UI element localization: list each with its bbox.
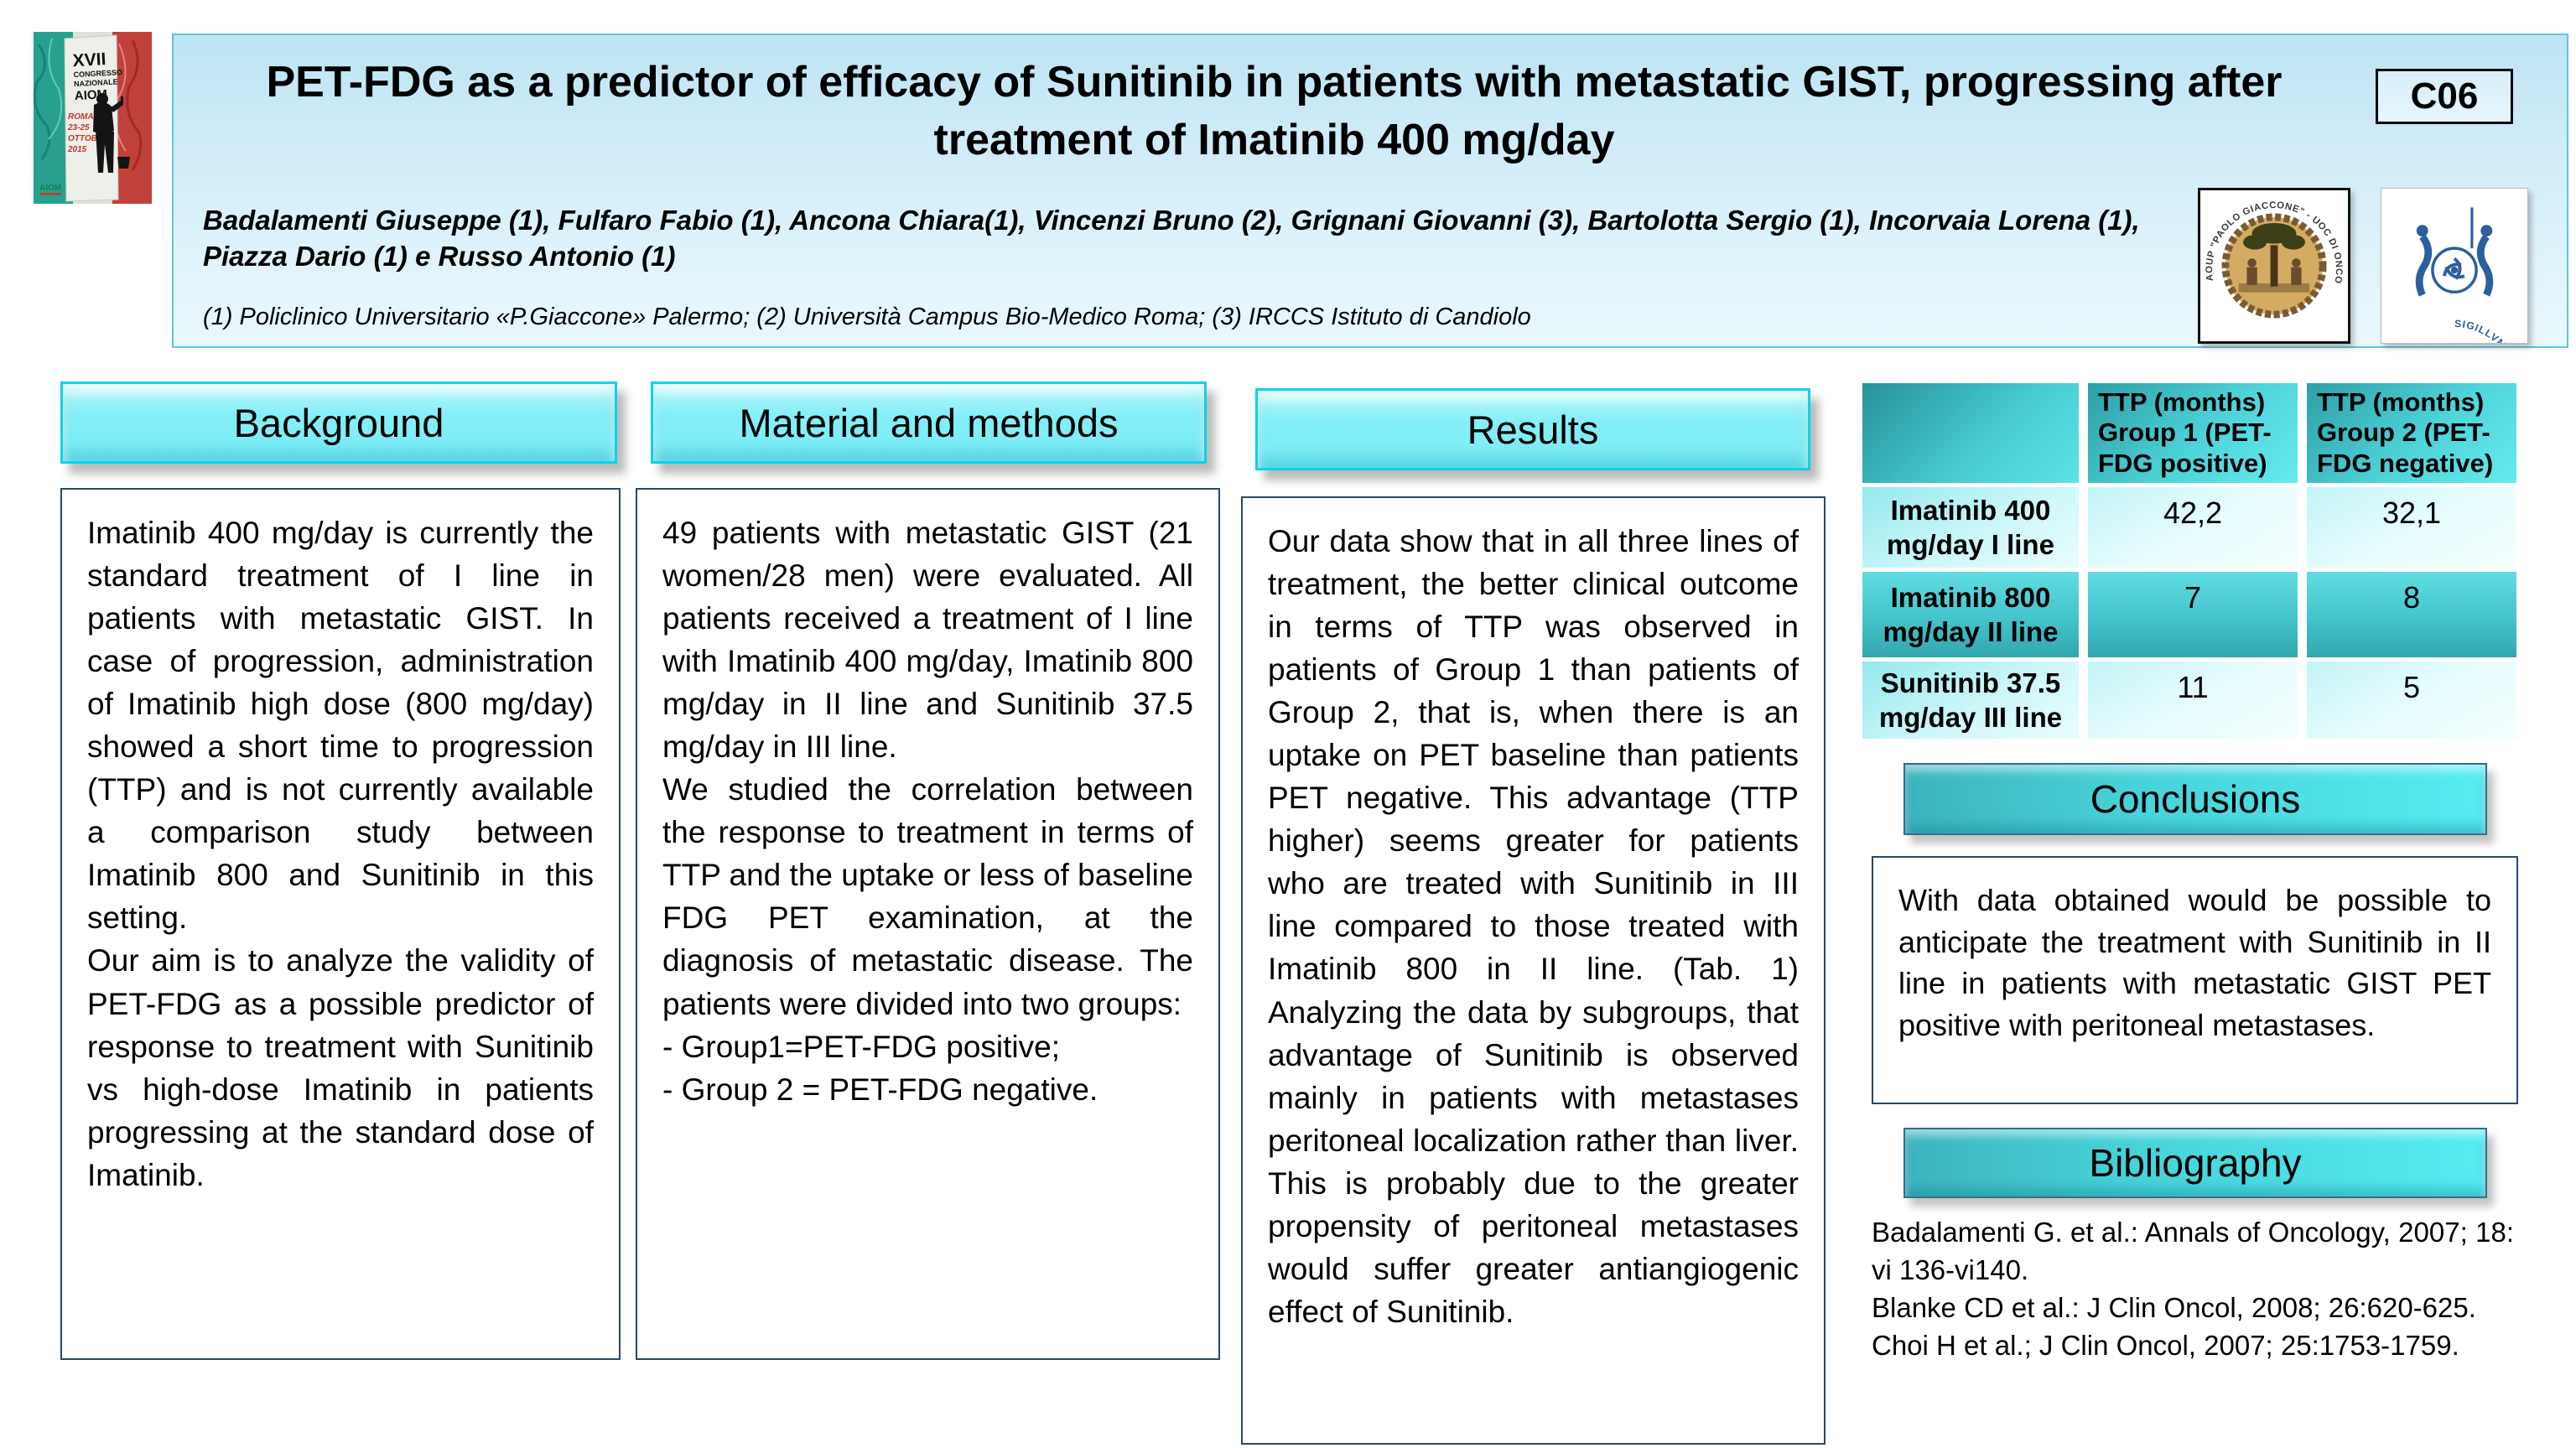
svg-text:NAZIONALE: NAZIONALE [74, 77, 118, 88]
table-header-group1: TTP (months) Group 1 (PET-FDG positive) [2088, 383, 2298, 483]
congress-location-text: ROMA 23-25 OTTOBRE 2015 [67, 112, 109, 154]
background-section-title: Background [233, 400, 444, 445]
table-value: 8 [2307, 572, 2516, 657]
poster-code-badge: C06 [2376, 69, 2513, 124]
congress-title-text: XVII CONGRESSO NAZIONALE AIOM [72, 49, 122, 103]
table-row-label: Imatinib 400 mg/day I line [1862, 487, 2079, 568]
poster-code-text: C06 [2410, 75, 2479, 117]
results-section-title: Results [1467, 407, 1599, 452]
table-row-label: Sunitinib 37.5 mg/day III line [1862, 662, 2079, 739]
svg-text:ROMA: ROMA [68, 112, 94, 122]
bibliography-ref: Choi H et al.; J Clin Oncol, 2007; 25:17… [1872, 1329, 2459, 1361]
table-corner-cell [1862, 383, 2079, 483]
poster-title: PET-FDG as a predictor of efficacy of Su… [266, 58, 2283, 164]
results-paragraph-1: Our data show that in all three lines of… [1268, 524, 1799, 1329]
bibliography-ref: Badalamenti G. et al.: Annals of Oncolog… [1872, 1217, 2514, 1285]
svg-text:2015: 2015 [67, 145, 87, 154]
bibliography-section-header: Bibliography [1903, 1128, 2487, 1198]
painter-silhouette [93, 93, 130, 173]
methods-paragraph-1: 49 patients with metastatic GIST (21 wom… [662, 516, 1193, 765]
svg-text:CONGRESSO: CONGRESSO [73, 68, 122, 79]
congress-poster-image: XVII CONGRESSO NAZIONALE AIOM ROMA 23-25… [34, 32, 152, 204]
svg-text:XVII: XVII [72, 49, 106, 70]
methods-section-title: Material and methods [739, 400, 1119, 445]
table-value: 42,2 [2088, 487, 2298, 568]
bibliography-list: Badalamenti G. et al.: Annals of Oncolog… [1872, 1214, 2514, 1365]
table-value: 11 [2088, 662, 2298, 739]
conclusions-text-box: With data obtained would be possible to … [1872, 856, 2518, 1104]
background-paragraph-1: Imatinib 400 mg/day is currently the sta… [87, 516, 594, 936]
methods-text-box: 49 patients with metastatic GIST (21 wom… [636, 488, 1220, 1360]
svg-text:OTTOBRE: OTTOBRE [68, 134, 109, 143]
conclusions-section-header: Conclusions [1903, 763, 2487, 835]
authors-line: Badalamenti Giuseppe (1), Fulfaro Fabio … [203, 205, 2140, 272]
aoup-oncology-logo: AOUP "PAOLO GIACCONE" - UOC DI ONCOLOGIA… [2196, 184, 2350, 344]
graffiti-stroke [34, 44, 51, 160]
seal-figures [2415, 207, 2494, 297]
background-paragraph-2: Our aim is to analyze the validity of PE… [87, 943, 594, 1192]
results-text-box: Our data show that in all three lines of… [1241, 496, 1826, 1445]
table-header-group2: TTP (months) Group 2 (PET-FDG negative) [2307, 383, 2516, 483]
background-text-box: Imatinib 400 mg/day is currently the sta… [60, 488, 621, 1360]
ttp-table: TTP (months) Group 1 (PET-FDG positive) … [1862, 383, 2518, 739]
trinacria-symbol [2443, 257, 2465, 280]
methods-section-header: Material and methods [651, 381, 1207, 464]
header-band: PET-FDG as a predictor of efficacy of Su… [172, 34, 2568, 459]
table-value: 32,1 [2307, 487, 2516, 568]
svg-text:23-25: 23-25 [67, 123, 90, 132]
bibliography-ref: Blanke CD et al.: J Clin Oncol, 2008; 26… [1872, 1291, 2476, 1323]
mosaic-figures [2246, 258, 2302, 285]
conclusions-section-title: Conclusions [2090, 777, 2301, 821]
results-section-header: Results [1255, 388, 1810, 470]
conclusions-paragraph-1: With data obtained would be possible to … [1898, 883, 2491, 1043]
methods-bullet-2: - Group 2 = PET-FDG negative. [662, 1072, 1098, 1107]
background-section-header: Background [60, 381, 617, 464]
table-value: 5 [2307, 662, 2516, 739]
aiom-logo-small: AIOM [39, 184, 61, 193]
table-value: 7 [2088, 572, 2298, 657]
methods-bullet-1: - Group1=PET-FDG positive; [662, 1029, 1060, 1064]
methods-paragraph-2: We studied the correlation between the r… [662, 772, 1193, 1021]
bibliography-section-title: Bibliography [2089, 1141, 2302, 1185]
affiliations-line: (1) Policlinico Universitario «P.Giaccon… [203, 304, 1531, 330]
table-row-label: Imatinib 800 mg/day II line [1862, 572, 2079, 657]
unipa-seal-logo: SIGILLVM PANORMITANAE STVDIORVM VNIVERSI… [2381, 188, 2528, 459]
